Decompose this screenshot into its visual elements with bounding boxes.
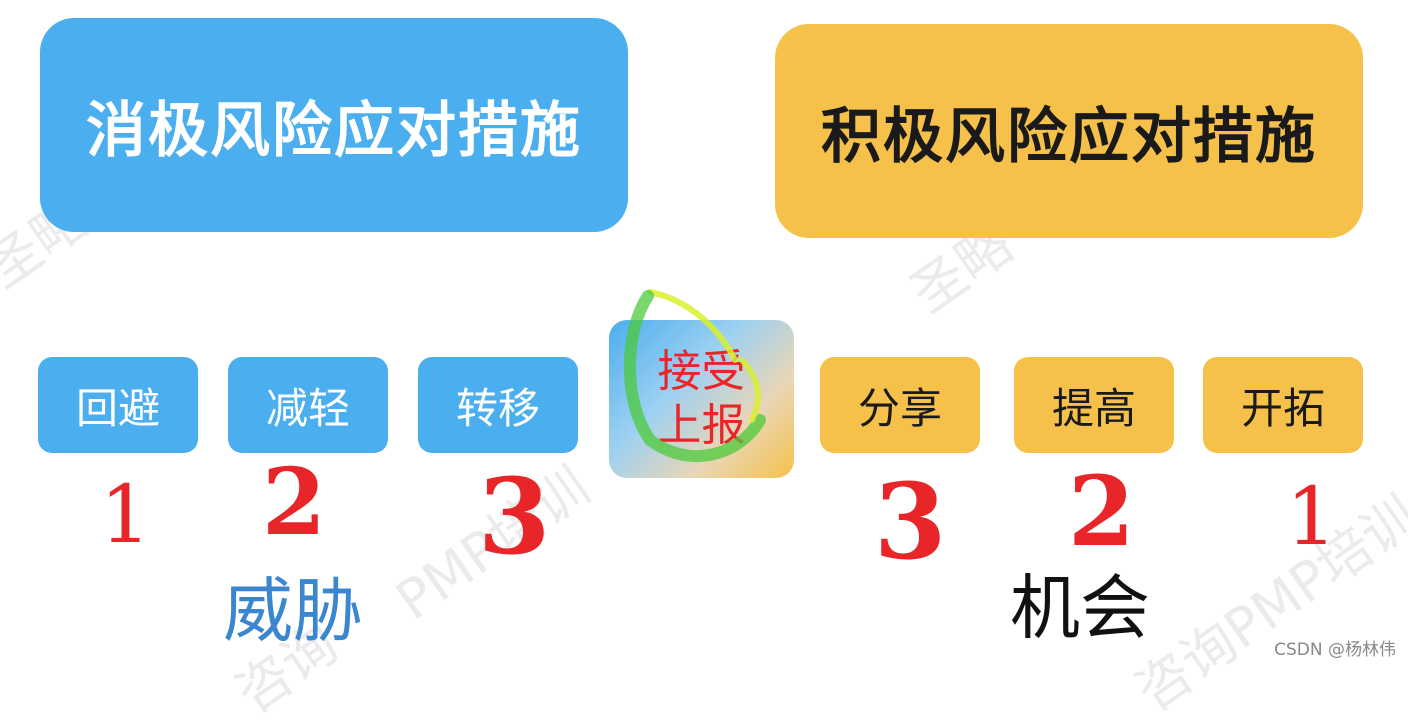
rank-enhance: 2 xyxy=(1068,455,1135,568)
strategy-share: 分享 xyxy=(820,357,980,453)
rank-share: 3 xyxy=(874,460,947,583)
group-threat-label: 威胁 xyxy=(223,570,363,652)
strategy-avoid: 回避 xyxy=(38,357,198,453)
positive-risk-header: 积极风险应对措施 xyxy=(775,24,1363,238)
highlight-scribble xyxy=(623,289,766,462)
strategy-transfer: 转移 xyxy=(418,357,578,453)
group-opportunity-label: 机会 xyxy=(1010,567,1150,649)
strategy-exploit: 开拓 xyxy=(1203,357,1363,453)
rank-transfer: 3 xyxy=(478,455,551,578)
rank-avoid: 1 xyxy=(100,468,151,561)
strategy-enhance: 提高 xyxy=(1014,357,1174,453)
rank-exploit: 1 xyxy=(1286,470,1337,563)
footer-credit: CSDN @杨林伟 xyxy=(1274,640,1396,660)
rank-mitigate: 2 xyxy=(262,448,327,556)
strategy-mitigate: 减轻 xyxy=(228,357,388,453)
negative-risk-header: 消极风险应对措施 xyxy=(40,18,628,232)
